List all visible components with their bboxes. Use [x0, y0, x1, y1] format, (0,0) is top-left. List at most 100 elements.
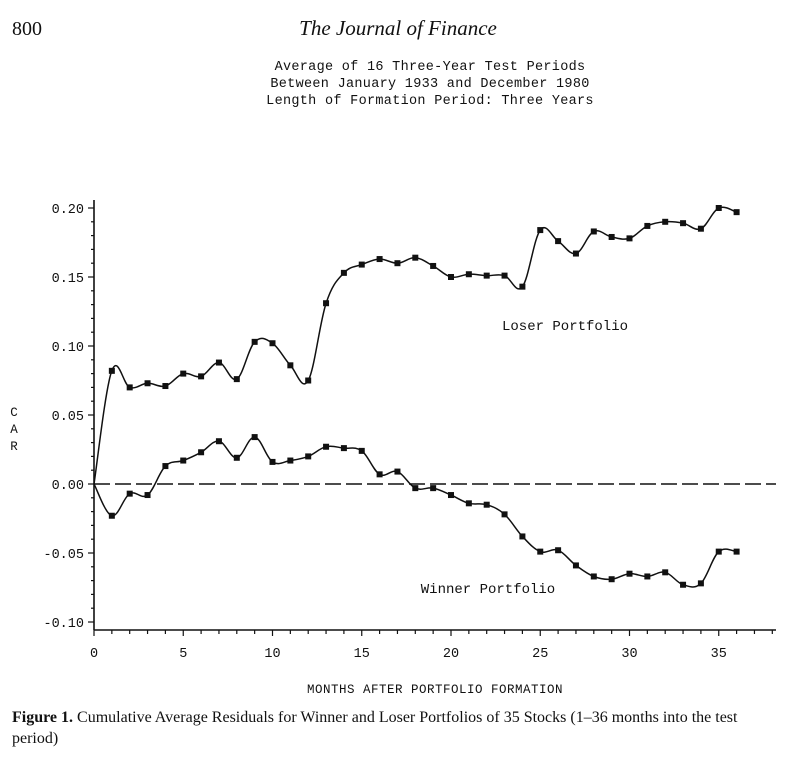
winner-portfolio-point [126, 490, 133, 497]
winner-portfolio-point [483, 501, 490, 508]
winner-portfolio-point [108, 512, 115, 519]
x-tick-label: 0 [90, 647, 98, 662]
y-axis-label-letter: A [10, 423, 18, 437]
y-tick-label: 0.05 [52, 410, 84, 425]
winner-portfolio-label: Winner Portfolio [421, 582, 555, 598]
winner-portfolio-point [644, 573, 651, 580]
winner-portfolio-point [233, 454, 240, 461]
winner-portfolio-point [198, 449, 205, 456]
loser-portfolio-point [715, 205, 722, 211]
winner-portfolio-point [376, 471, 383, 478]
loser-portfolio-point [519, 283, 526, 290]
loser-portfolio-line [93, 206, 737, 485]
winner-portfolio-point [340, 445, 347, 452]
y-tick-label: 0.15 [52, 272, 84, 287]
chart-subtitle-line-3: Length of Formation Period: Three Years [266, 94, 594, 109]
winner-portfolio-point [144, 492, 151, 499]
winner-portfolio-point [572, 562, 579, 569]
winner-portfolio-point [662, 569, 669, 576]
winner-portfolio-point [626, 570, 633, 577]
loser-portfolio-point [144, 380, 151, 387]
winner-portfolio-point [715, 548, 722, 555]
y-axis-label-letter: C [10, 406, 18, 420]
loser-portfolio-point [412, 254, 419, 261]
x-tick-label: 10 [264, 647, 280, 662]
winner-portfolio-point [412, 485, 419, 492]
loser-portfolio-point [448, 274, 454, 280]
winner-portfolio-point [180, 457, 187, 464]
winner-portfolio-point [269, 458, 276, 465]
y-tick-label: -0.10 [43, 617, 84, 632]
loser-portfolio-point [376, 256, 383, 263]
winner-portfolio-point [430, 485, 437, 492]
winner-portfolio-point [697, 580, 704, 587]
loser-portfolio-point [126, 384, 133, 391]
winner-portfolio-point [608, 576, 615, 583]
figure-caption-text: Cumulative Average Residuals for Winner … [12, 709, 738, 747]
winner-portfolio-point [358, 447, 365, 454]
loser-portfolio-point [430, 262, 437, 269]
winner-portfolio-point [162, 463, 169, 470]
loser-portfolio-point [465, 271, 472, 278]
loser-portfolio-point [198, 373, 205, 380]
loser-portfolio-point [501, 272, 508, 279]
loser-portfolio-point [251, 338, 258, 345]
loser-portfolio-point [358, 261, 365, 268]
y-tick-label: 0.20 [52, 203, 84, 218]
winner-portfolio-point [287, 457, 294, 464]
y-tick-label: -0.05 [43, 548, 84, 563]
loser-portfolio-point [108, 367, 115, 374]
winner-portfolio-point [394, 468, 401, 475]
x-tick-label: 5 [179, 647, 187, 662]
loser-portfolio-point [697, 225, 704, 232]
loser-portfolio-point [644, 222, 651, 229]
x-tick-label: 25 [532, 647, 548, 662]
loser-portfolio-point [626, 235, 633, 242]
x-tick-label: 15 [354, 647, 370, 662]
loser-portfolio-point [233, 376, 240, 383]
loser-portfolio-point [180, 370, 187, 377]
chart-subtitle-line-2: Between January 1933 and December 1980 [270, 77, 590, 92]
winner-portfolio-point [251, 434, 258, 441]
loser-portfolio-point [287, 362, 294, 369]
y-tick-label: 0.10 [52, 341, 84, 356]
loser-portfolio-point [394, 260, 401, 267]
loser-portfolio-label: Loser Portfolio [502, 319, 628, 335]
loser-portfolio-point [323, 300, 330, 307]
loser-portfolio-point [162, 383, 169, 390]
winner-portfolio-point [323, 443, 330, 450]
loser-portfolio-point [680, 220, 687, 227]
figure-caption-label: Figure 1. [12, 709, 74, 726]
loser-portfolio-point [590, 228, 597, 235]
winner-portfolio-point [448, 492, 454, 499]
x-tick-label: 20 [443, 647, 459, 662]
figure-caption: Figure 1. Cumulative Average Residuals f… [12, 707, 784, 749]
chart-subtitle-line-1: Average of 16 Three-Year Test Periods [274, 60, 586, 75]
loser-portfolio-point [572, 250, 579, 257]
loser-portfolio-point [662, 218, 669, 225]
x-tick-label: 30 [621, 647, 637, 662]
y-axis-label-letter: R [10, 440, 18, 454]
y-tick-label: 0.00 [52, 479, 84, 494]
winner-portfolio-point [519, 533, 526, 540]
winner-portfolio-point [733, 548, 740, 555]
loser-portfolio-point [305, 377, 312, 384]
loser-portfolio-point [483, 272, 490, 279]
winner-portfolio-line [93, 436, 737, 588]
loser-portfolio-point [537, 227, 544, 234]
winner-portfolio-point [305, 453, 312, 460]
loser-portfolio-point [215, 359, 222, 366]
winner-portfolio-point [537, 548, 544, 555]
loser-portfolio-point [608, 233, 615, 240]
x-tick-label: 35 [711, 647, 727, 662]
loser-portfolio-point [733, 209, 740, 216]
loser-portfolio-point [555, 238, 562, 245]
loser-portfolio-point [340, 269, 347, 276]
journal-title: The Journal of Finance [299, 16, 497, 40]
page-number: 800 [12, 18, 42, 40]
winner-portfolio-point [215, 438, 222, 445]
winner-portfolio-point [465, 500, 472, 507]
car-line-chart: 0.20 0.15 0.10 0.05 0.00 -0.05 -0.10 0 5 10 15 20 25… [10, 200, 776, 697]
x-axis-label: MONTHS AFTER PORTFOLIO FORMATION [307, 683, 563, 697]
